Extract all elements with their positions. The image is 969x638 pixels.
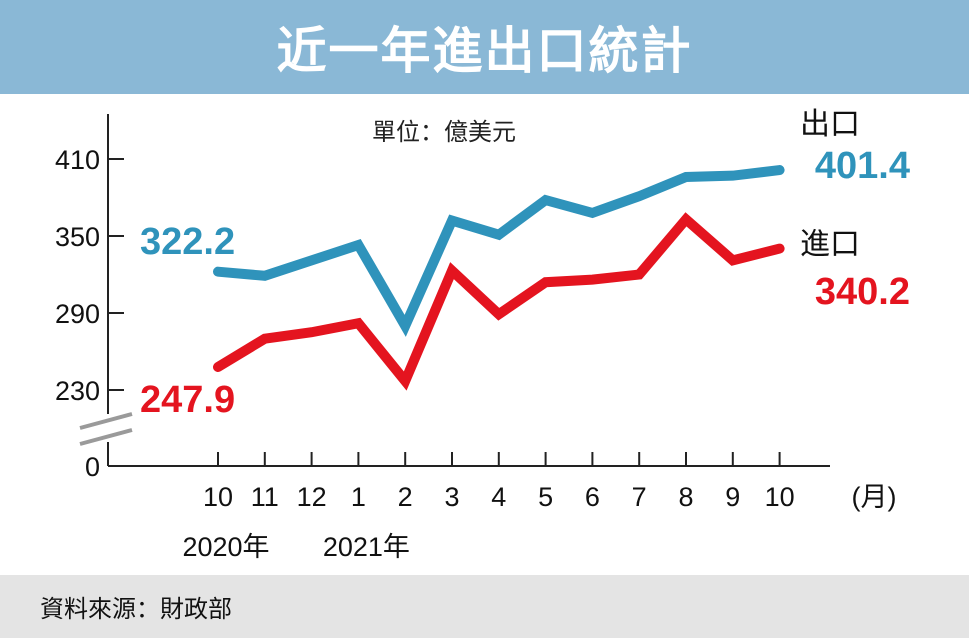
axis-break-mark bbox=[79, 428, 133, 446]
end-value-label: 340.2 bbox=[815, 271, 910, 313]
x-tick-label: 8 bbox=[678, 482, 693, 512]
x-tick-label: 10 bbox=[203, 482, 233, 512]
x-tick-label: 1 bbox=[351, 482, 366, 512]
header-banner: 近一年進出口統計 bbox=[0, 0, 969, 94]
series-line-1 bbox=[213, 212, 785, 391]
x-tick-label: 12 bbox=[297, 482, 327, 512]
x-tick-label: 4 bbox=[491, 482, 506, 512]
x-tick-label: 10 bbox=[765, 482, 795, 512]
x-tick-label: 6 bbox=[585, 482, 600, 512]
year-label: 2021年 bbox=[323, 532, 410, 562]
series-line-0 bbox=[213, 165, 785, 337]
year-label: 2020年 bbox=[182, 532, 269, 562]
y-tick-label: 230 bbox=[55, 376, 100, 406]
start-value-label: 322.2 bbox=[140, 221, 235, 263]
x-tick-label: 7 bbox=[632, 482, 647, 512]
x-unit-label: (月) bbox=[852, 482, 897, 512]
source-footer: 資料來源：財政部 bbox=[0, 575, 969, 638]
unit-label: 單位：億美元 bbox=[372, 118, 516, 146]
x-tick-label: 2 bbox=[398, 482, 413, 512]
series-name-label: 出口 bbox=[800, 107, 860, 142]
source-text: 資料來源：財政部 bbox=[40, 595, 232, 623]
y-tick-label: 410 bbox=[55, 145, 100, 175]
y-tick-label: 350 bbox=[55, 222, 100, 252]
start-value-label: 247.9 bbox=[140, 379, 235, 421]
axis-break-mark bbox=[79, 412, 133, 430]
x-tick-label: 3 bbox=[444, 482, 459, 512]
x-tick-label: 11 bbox=[251, 482, 279, 512]
x-tick-label: 5 bbox=[538, 482, 553, 512]
x-tick-label: 9 bbox=[725, 482, 740, 512]
y-tick-label: 0 bbox=[85, 452, 100, 482]
y-tick-label: 290 bbox=[55, 299, 100, 329]
chart-title: 近一年進出口統計 bbox=[276, 22, 693, 80]
end-value-label: 401.4 bbox=[815, 145, 910, 187]
series-name-label: 進口 bbox=[800, 227, 860, 262]
